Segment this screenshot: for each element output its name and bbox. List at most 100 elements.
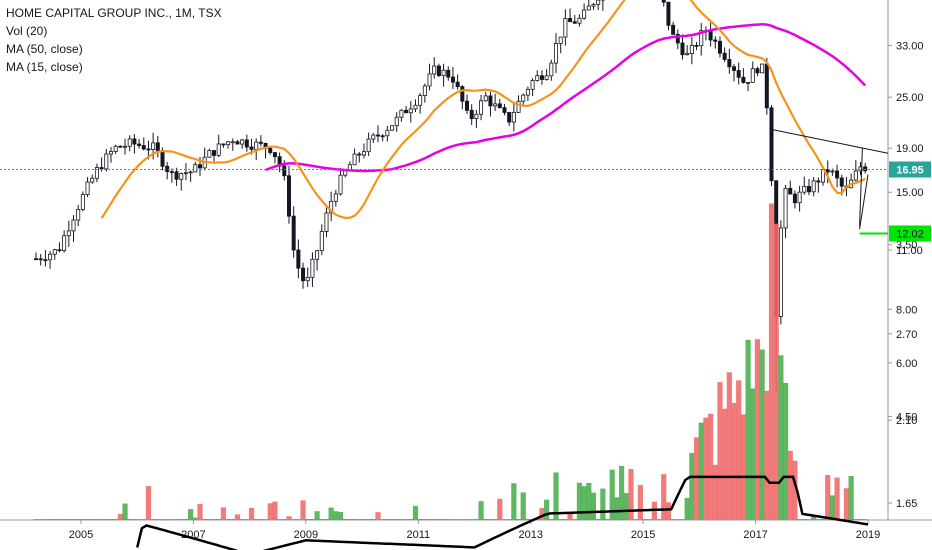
candle-body	[792, 193, 797, 204]
volume-bar	[773, 223, 779, 520]
candle-body	[272, 152, 277, 158]
volume-bar	[173, 519, 180, 520]
candle-body	[671, 24, 676, 35]
candle-body	[338, 174, 343, 195]
candle-body	[179, 173, 184, 180]
candle-body	[301, 267, 306, 282]
volume-bar	[262, 519, 269, 520]
candle-body	[582, 9, 587, 19]
volume-bar	[581, 486, 587, 520]
candle-body	[741, 76, 746, 83]
volume-bar	[220, 507, 227, 520]
volume-bar	[417, 519, 423, 520]
candle-body	[465, 100, 470, 111]
volume-bar	[829, 495, 835, 520]
volume-bar	[347, 519, 353, 520]
candle-body	[375, 134, 380, 137]
volume-bar	[689, 452, 695, 520]
volume-bar	[380, 519, 386, 520]
legend-title: HOME CAPITAL GROUP INC., 1M, TSX	[6, 6, 222, 20]
price-tick-label: 4.50	[896, 411, 917, 423]
candle-body	[554, 43, 559, 64]
candle-body	[525, 88, 530, 96]
time-tick-label: 2011	[406, 529, 430, 541]
candle-body	[502, 107, 507, 113]
candle-body	[558, 36, 563, 44]
volume-bar	[178, 519, 184, 520]
volume-bar	[857, 519, 864, 520]
volume-bar	[370, 519, 376, 520]
candle-body	[315, 250, 320, 260]
candle-body	[755, 68, 760, 74]
volume-bar	[740, 414, 746, 520]
candle-body	[235, 141, 240, 145]
volume-bar	[614, 497, 620, 520]
volume-bar	[553, 472, 559, 520]
volume-bar	[778, 355, 784, 520]
volume-bar	[787, 450, 793, 520]
volume-bar	[33, 519, 39, 520]
volume-bar	[797, 519, 803, 520]
support-badge	[889, 225, 931, 242]
volume-bar	[389, 519, 395, 520]
volume-tick-label: 1.65	[896, 498, 917, 510]
candle-body	[666, 1, 671, 26]
price-tick-label: 8.00	[896, 304, 917, 316]
volume-bar	[253, 519, 259, 520]
volume-bar	[47, 519, 53, 520]
time-tick-label: 2017	[743, 529, 767, 541]
candle-body	[310, 258, 315, 278]
candle-body	[507, 112, 512, 123]
candle-body	[286, 175, 291, 217]
volume-bar	[731, 402, 737, 520]
volume-bar	[675, 519, 681, 520]
candle-body	[783, 187, 788, 229]
candle-body	[66, 230, 71, 237]
candle-body	[802, 186, 807, 193]
candle-body	[193, 164, 198, 173]
candle-body	[127, 138, 132, 147]
volume-bar	[398, 519, 405, 520]
candle-body	[661, 0, 666, 3]
volume-bar	[361, 519, 367, 520]
volume-bar	[351, 519, 358, 520]
candle-body	[221, 143, 226, 146]
volume-bar	[745, 339, 751, 520]
volume-bar	[300, 500, 306, 520]
candle-body	[511, 111, 516, 123]
volume-bar	[750, 388, 756, 520]
volume-bar	[768, 203, 775, 521]
volume-bar	[234, 514, 241, 520]
volume-bar	[717, 382, 723, 520]
candle-body	[34, 258, 39, 261]
candle-body	[825, 169, 830, 173]
volume-bar	[295, 519, 301, 520]
candle-body	[151, 142, 156, 150]
candle-body	[488, 95, 493, 107]
candle-body	[680, 42, 685, 56]
candle-body	[296, 249, 301, 269]
volume-bar	[712, 464, 718, 520]
volume-ma-line	[135, 475, 869, 550]
candle-body	[404, 109, 409, 114]
volume-bar	[483, 519, 489, 520]
volume-bar	[309, 519, 316, 520]
support-label: 12.02	[896, 228, 924, 240]
volume-tick-label: 2.10	[896, 415, 917, 427]
candle-body	[155, 142, 160, 152]
volume-bar	[558, 519, 564, 520]
candle-body	[183, 172, 188, 175]
candle-body	[333, 193, 338, 202]
candle-body	[254, 141, 259, 150]
candle-body	[394, 116, 399, 127]
candle-body	[830, 170, 835, 173]
candle-body	[806, 186, 811, 193]
candle-body	[62, 235, 67, 252]
volume-bar	[323, 519, 330, 520]
candle-body	[736, 70, 741, 78]
candle-body	[380, 135, 385, 138]
volume-bar	[736, 380, 742, 520]
volume-bar	[131, 519, 138, 520]
volume-bar	[665, 502, 672, 520]
